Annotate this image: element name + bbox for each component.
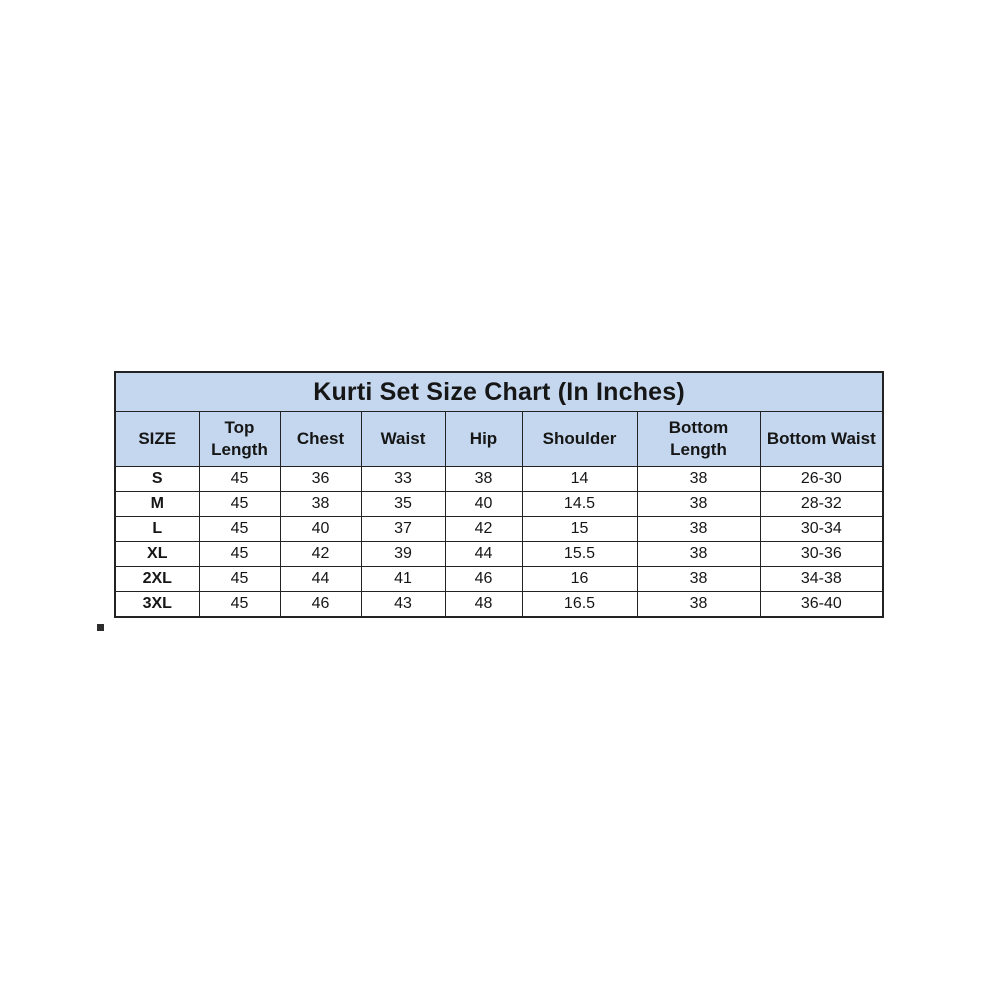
- size-row-m: M 45 38 35 40 14.5 38 28-32: [114, 491, 884, 517]
- size-label-cell: 2XL: [114, 566, 200, 592]
- column-header-top-length: Top Length: [198, 411, 281, 467]
- measurement-cell: 40: [279, 516, 362, 542]
- measurement-cell: 45: [198, 566, 281, 592]
- size-label-cell: S: [114, 466, 200, 492]
- measurement-cell: 26-30: [759, 466, 884, 492]
- measurement-cell: 38: [444, 466, 523, 492]
- size-row-l: L 45 40 37 42 15 38 30-34: [114, 516, 884, 542]
- measurement-cell: 15.5: [521, 541, 638, 567]
- measurement-cell: 16: [521, 566, 638, 592]
- column-header-size: SIZE: [114, 411, 200, 467]
- size-label-cell: 3XL: [114, 591, 200, 618]
- table-body: S 45 36 33 38 14 38 26-30 M 45 38 35 40 14.5 38 28-32 L 4…: [114, 466, 884, 618]
- column-header-waist: Waist: [360, 411, 446, 467]
- measurement-cell: 28-32: [759, 491, 884, 517]
- measurement-cell: 45: [198, 491, 281, 517]
- measurement-cell: 38: [636, 516, 761, 542]
- column-header-hip: Hip: [444, 411, 523, 467]
- column-header-chest: Chest: [279, 411, 362, 467]
- size-chart-table: Kurti Set Size Chart (In Inches) SIZE Top…: [114, 371, 885, 618]
- column-header-shoulder: Shoulder: [521, 411, 638, 467]
- size-label-cell: M: [114, 491, 200, 517]
- title-row: Kurti Set Size Chart (In Inches): [114, 371, 884, 412]
- corner-artifact-mark: [97, 624, 104, 631]
- measurement-cell: 45: [198, 591, 281, 618]
- measurement-cell: 43: [360, 591, 446, 618]
- measurement-cell: 37: [360, 516, 446, 542]
- measurement-cell: 46: [444, 566, 523, 592]
- measurement-cell: 42: [279, 541, 362, 567]
- measurement-cell: 36-40: [759, 591, 884, 618]
- measurement-cell: 44: [444, 541, 523, 567]
- measurement-cell: 38: [636, 541, 761, 567]
- measurement-cell: 30-34: [759, 516, 884, 542]
- measurement-cell: 33: [360, 466, 446, 492]
- measurement-cell: 15: [521, 516, 638, 542]
- measurement-cell: 34-38: [759, 566, 884, 592]
- measurement-cell: 14: [521, 466, 638, 492]
- column-header-bottom-length: Bottom Length: [636, 411, 761, 467]
- measurement-cell: 45: [198, 516, 281, 542]
- measurement-cell: 40: [444, 491, 523, 517]
- measurement-cell: 38: [636, 591, 761, 618]
- size-label-cell: XL: [114, 541, 200, 567]
- size-label-cell: L: [114, 516, 200, 542]
- measurement-cell: 30-36: [759, 541, 884, 567]
- measurement-cell: 45: [198, 466, 281, 492]
- size-row-xl: XL 45 42 39 44 15.5 38 30-36: [114, 541, 884, 567]
- measurement-cell: 39: [360, 541, 446, 567]
- measurement-cell: 42: [444, 516, 523, 542]
- column-header-bottom-waist: Bottom Waist: [759, 411, 884, 467]
- measurement-cell: 38: [636, 466, 761, 492]
- size-row-s: S 45 36 33 38 14 38 26-30: [114, 466, 884, 492]
- measurement-cell: 38: [279, 491, 362, 517]
- size-row-3xl: 3XL 45 46 43 48 16.5 38 36-40: [114, 591, 884, 618]
- header-row: SIZE Top Length Chest Waist Hip Shoulder Botto…: [114, 411, 884, 467]
- measurement-cell: 48: [444, 591, 523, 618]
- measurement-cell: 45: [198, 541, 281, 567]
- measurement-cell: 36: [279, 466, 362, 492]
- table-title: Kurti Set Size Chart (In Inches): [114, 371, 884, 412]
- measurement-cell: 44: [279, 566, 362, 592]
- measurement-cell: 46: [279, 591, 362, 618]
- size-row-2xl: 2XL 45 44 41 46 16 38 34-38: [114, 566, 884, 592]
- measurement-cell: 16.5: [521, 591, 638, 618]
- measurement-cell: 41: [360, 566, 446, 592]
- measurement-cell: 14.5: [521, 491, 638, 517]
- measurement-cell: 35: [360, 491, 446, 517]
- measurement-cell: 38: [636, 491, 761, 517]
- measurement-cell: 38: [636, 566, 761, 592]
